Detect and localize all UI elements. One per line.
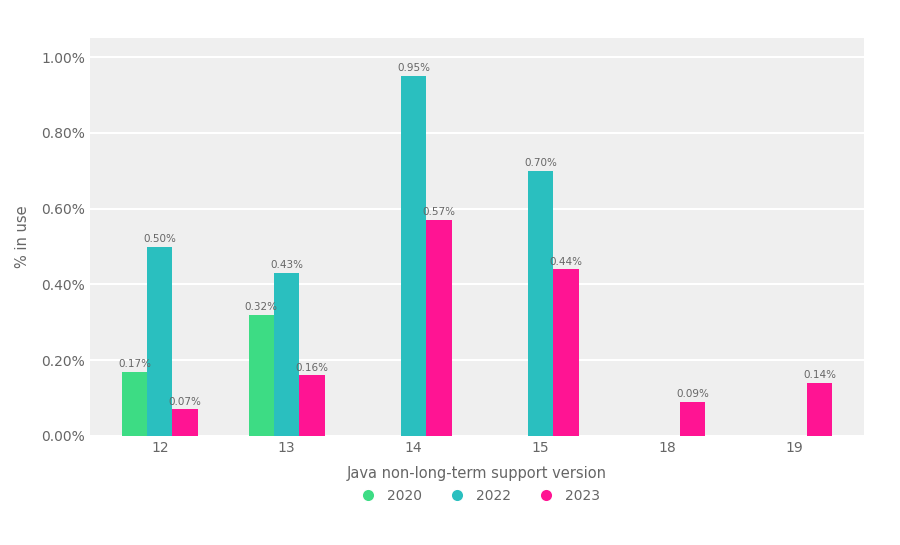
X-axis label: Java non-long-term support version: Java non-long-term support version bbox=[347, 466, 607, 481]
Bar bbox=[300, 376, 325, 436]
Text: 0.16%: 0.16% bbox=[295, 363, 328, 373]
Text: 0.09%: 0.09% bbox=[676, 389, 709, 399]
Y-axis label: % in use: % in use bbox=[15, 206, 31, 268]
Legend: 2020, 2022, 2023: 2020, 2022, 2023 bbox=[348, 483, 606, 508]
Text: 0.07%: 0.07% bbox=[168, 397, 202, 407]
Text: 0.50%: 0.50% bbox=[143, 234, 176, 244]
Text: 0.95%: 0.95% bbox=[397, 63, 430, 74]
Text: 0.57%: 0.57% bbox=[422, 207, 455, 217]
Bar bbox=[274, 273, 300, 436]
Text: 0.43%: 0.43% bbox=[270, 261, 303, 270]
Bar bbox=[248, 315, 274, 436]
Bar bbox=[680, 402, 706, 436]
Bar bbox=[400, 76, 427, 436]
Bar bbox=[807, 383, 833, 436]
Text: 0.32%: 0.32% bbox=[245, 302, 278, 312]
Bar bbox=[173, 409, 198, 436]
Bar bbox=[554, 269, 579, 436]
Bar bbox=[527, 171, 554, 436]
Bar bbox=[122, 372, 147, 436]
Text: 0.14%: 0.14% bbox=[803, 370, 836, 380]
Bar bbox=[147, 246, 173, 436]
Text: 0.17%: 0.17% bbox=[118, 359, 151, 369]
Text: 0.44%: 0.44% bbox=[549, 257, 582, 267]
Bar bbox=[427, 220, 452, 436]
Text: 0.70%: 0.70% bbox=[524, 158, 557, 168]
